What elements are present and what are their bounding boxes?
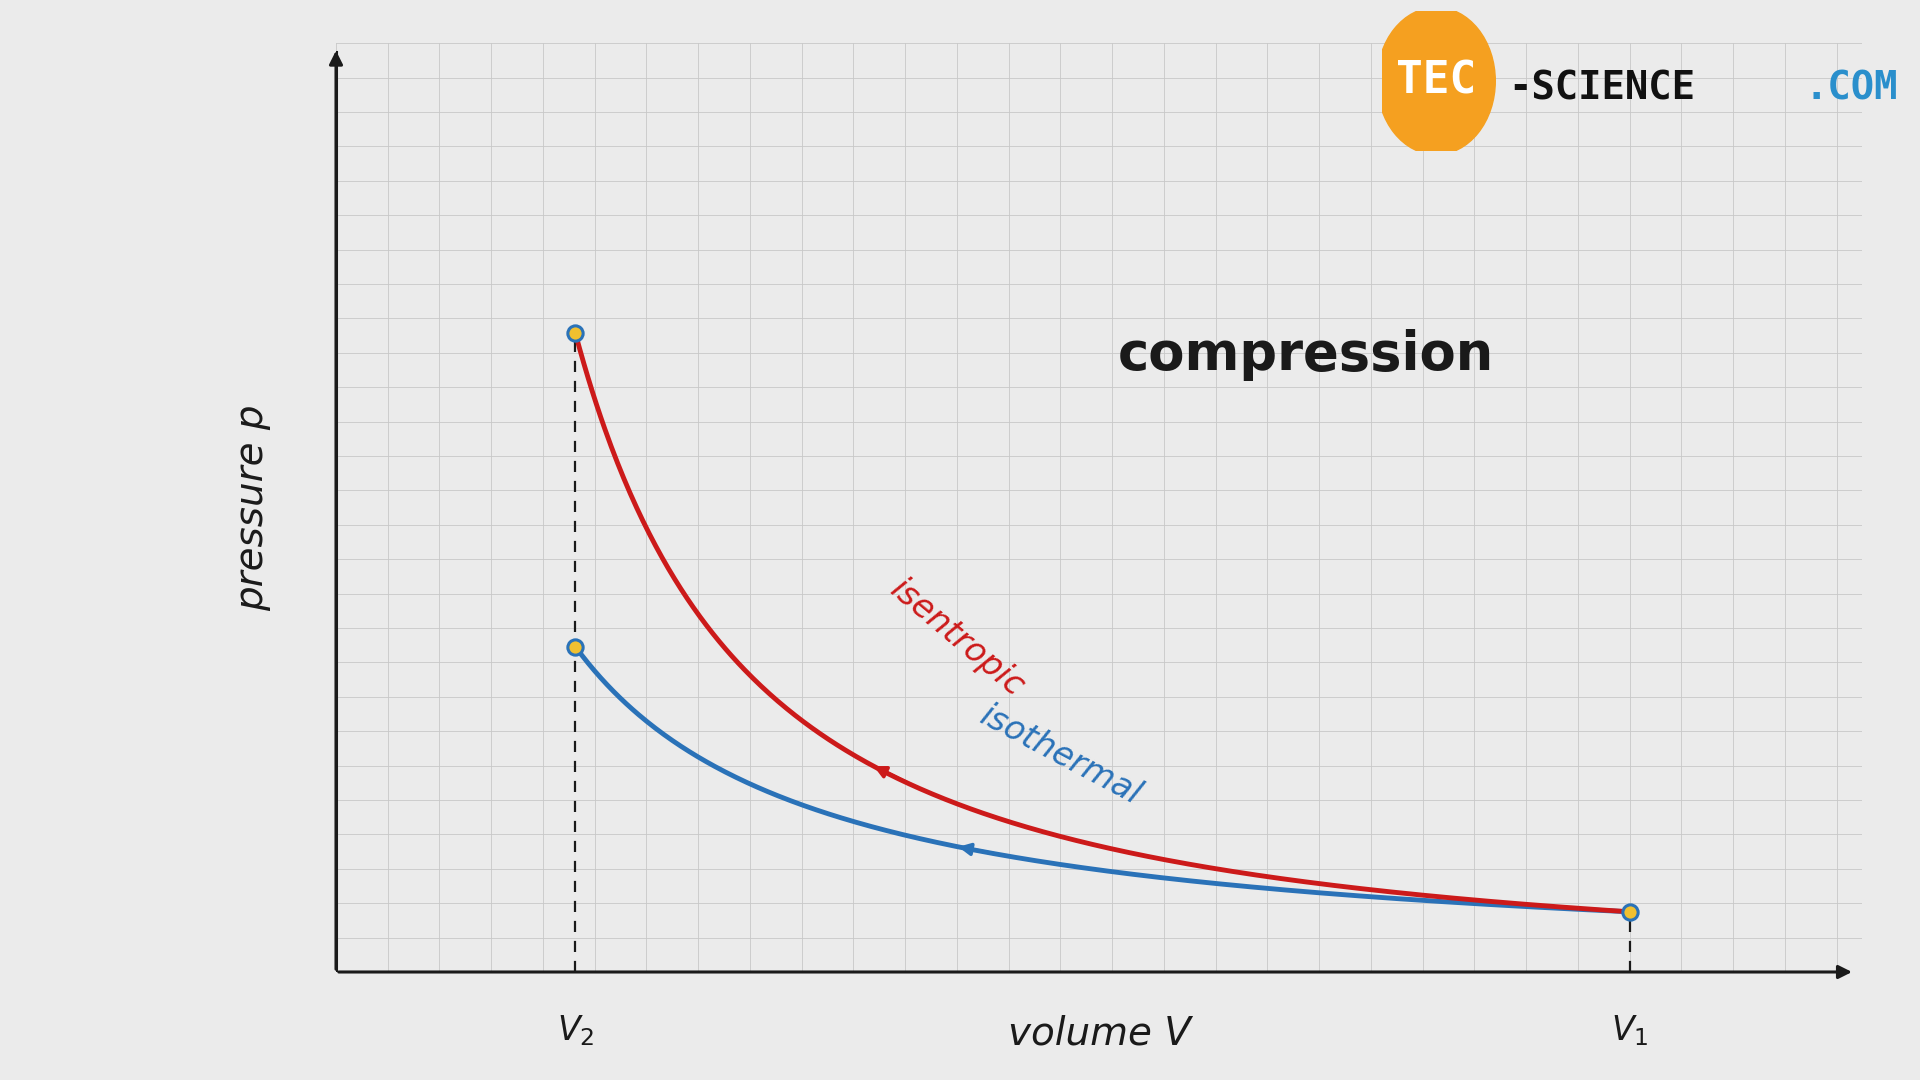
Text: .COM: .COM: [1805, 69, 1897, 107]
Text: $V_2$: $V_2$: [557, 1013, 593, 1048]
Text: TEC: TEC: [1396, 59, 1476, 103]
Text: isothermal: isothermal: [973, 699, 1146, 811]
Text: isentropic: isentropic: [883, 573, 1031, 704]
Text: $V_1$: $V_1$: [1611, 1013, 1649, 1048]
Text: volume V: volume V: [1008, 1015, 1190, 1053]
Text: -SCIENCE: -SCIENCE: [1509, 69, 1695, 107]
Ellipse shape: [1377, 8, 1496, 154]
Text: compression: compression: [1117, 329, 1494, 381]
Text: pressure p: pressure p: [232, 404, 271, 611]
